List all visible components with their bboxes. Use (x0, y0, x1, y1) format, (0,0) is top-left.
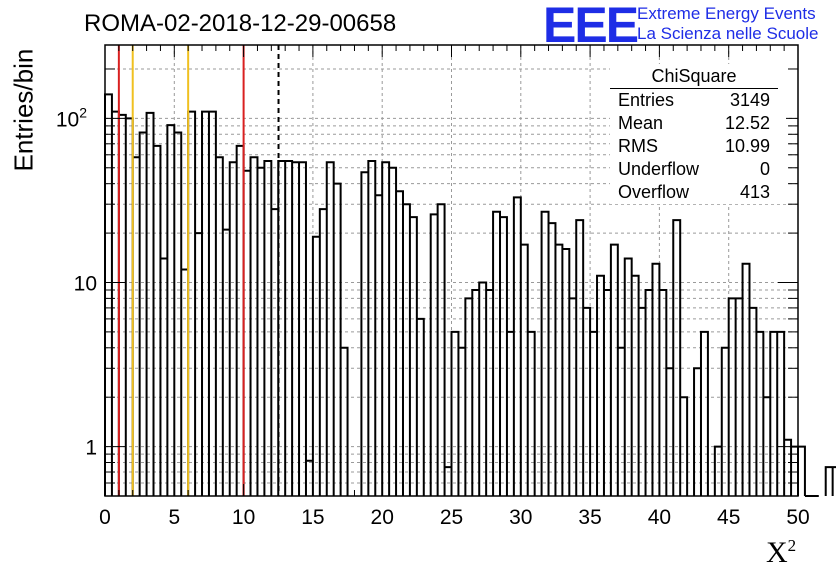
stats-row: RMS 10.99 (618, 136, 770, 156)
x-tick-label: 45 (717, 506, 740, 529)
x-tick-label: 30 (509, 506, 532, 529)
x-tick-label: 15 (301, 506, 324, 529)
y-axis-label: Entries/bin (8, 48, 39, 172)
stats-title: ChiSquare (610, 64, 778, 89)
stats-row: Mean 12.52 (618, 113, 770, 133)
stats-row: Overflow 413 (618, 182, 770, 202)
logo-line-1: Extreme Energy Events (637, 4, 816, 23)
x-tick-label: 20 (371, 506, 394, 529)
stats-row: Entries 3149 (618, 90, 770, 110)
x-tick-label: 35 (578, 506, 601, 529)
y-tick-label: 1 (85, 437, 97, 460)
x-tick-label: 5 (168, 506, 180, 529)
y-tick-label: 102 (56, 104, 87, 131)
eee-logo: EEE (543, 0, 639, 53)
x-tick-label: 10 (232, 506, 255, 529)
x-axis-label: X2 (766, 536, 797, 569)
stats-box: ChiSquare Entries 3149 Mean 12.52 RMS 10.99… (610, 64, 786, 204)
x-tick-label: 25 (440, 506, 463, 529)
chart-title: ROMA-02-2018-12-29-00658 (84, 10, 397, 37)
logo-line-2: La Scienza nelle Scuole (637, 24, 819, 43)
x-tick-label: 0 (99, 506, 111, 529)
stats-row: Underflow 0 (618, 159, 770, 179)
x-tick-label: 50 (786, 506, 809, 529)
x-tick-label: 40 (648, 506, 671, 529)
y-tick-label: 10 (74, 272, 97, 295)
